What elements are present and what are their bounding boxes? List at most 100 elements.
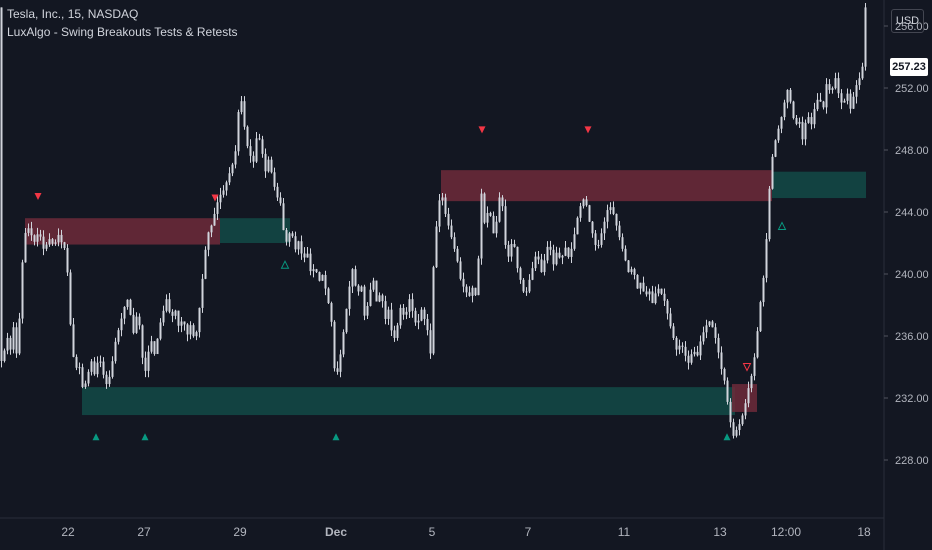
candle-body-18 bbox=[54, 242, 57, 244]
candle-body-88 bbox=[264, 153, 267, 172]
candle-body-9 bbox=[27, 228, 30, 233]
bullish-marker-8 bbox=[723, 433, 731, 441]
candle-body-79 bbox=[237, 112, 240, 152]
candle-body-279 bbox=[837, 78, 840, 94]
time-axis[interactable]: 22 27 29 Dec 5 7 11 13 12:00 18 bbox=[61, 525, 871, 539]
candle-body-73 bbox=[219, 194, 222, 203]
support-zone-1 bbox=[220, 218, 290, 243]
candle-body-38 bbox=[114, 341, 117, 362]
candle-body-33 bbox=[99, 361, 102, 363]
candle-body-235 bbox=[705, 325, 708, 333]
candle-body-27 bbox=[81, 367, 84, 387]
candle-body-251 bbox=[753, 357, 756, 376]
candle-body-52 bbox=[156, 338, 159, 355]
candle-body-223 bbox=[669, 313, 672, 327]
currency-button[interactable]: USD bbox=[891, 9, 924, 33]
candle-body-166 bbox=[498, 197, 501, 222]
candle-body-110 bbox=[330, 303, 333, 322]
candle-body-274 bbox=[822, 101, 825, 108]
candle-body-41 bbox=[123, 306, 126, 319]
candle-body-284 bbox=[852, 96, 855, 109]
candle-body-188 bbox=[564, 247, 567, 256]
candle-body-60 bbox=[180, 321, 183, 326]
candle-body-186 bbox=[558, 252, 561, 258]
candle-body-151 bbox=[453, 237, 456, 249]
candle-body-152 bbox=[456, 248, 459, 262]
candle-body-228 bbox=[684, 346, 687, 356]
candle-body-31 bbox=[93, 361, 96, 375]
candle-body-168 bbox=[504, 206, 507, 245]
candle-body-137 bbox=[411, 299, 414, 311]
candle-body-6 bbox=[18, 318, 21, 354]
candle-body-93 bbox=[279, 197, 282, 204]
price-axis[interactable]: 228.00 232.00 236.00 240.00 244.00 248.00 252.… bbox=[884, 21, 929, 467]
candle-body-14 bbox=[42, 236, 45, 249]
candle-body-25 bbox=[75, 356, 78, 368]
candle-body-197 bbox=[591, 221, 594, 234]
candle-body-34 bbox=[102, 361, 105, 375]
y-tick-label-0: 228.00 bbox=[895, 455, 929, 467]
candle-body-192 bbox=[576, 217, 579, 235]
candle-body-8 bbox=[24, 232, 27, 263]
candle-body-225 bbox=[675, 337, 678, 350]
candle-body-173 bbox=[519, 268, 522, 280]
candle-body-53 bbox=[159, 322, 162, 339]
indicator-title[interactable]: LuxAlgo - Swing Breakouts Tests & Retest… bbox=[7, 25, 238, 39]
candle-body-66 bbox=[198, 307, 201, 333]
x-tick-label-2: 29 bbox=[233, 525, 247, 539]
candle-body-224 bbox=[672, 326, 675, 338]
y-tick-label-7: 256.00 bbox=[895, 21, 929, 33]
candle-body-46 bbox=[138, 316, 141, 326]
candle-body-100 bbox=[300, 241, 303, 254]
candle-body-23 bbox=[69, 272, 72, 325]
candle-body-172 bbox=[516, 246, 519, 269]
candle-body-203 bbox=[609, 207, 612, 211]
candle-body-232 bbox=[696, 351, 699, 356]
candle-body-176 bbox=[528, 279, 531, 292]
candle-body-254 bbox=[762, 277, 765, 303]
candle-body-147 bbox=[441, 197, 444, 201]
candle-body-219 bbox=[657, 288, 660, 294]
candle-body-204 bbox=[612, 207, 615, 214]
bullish-marker-9 bbox=[280, 260, 290, 269]
candle-body-249 bbox=[747, 388, 750, 404]
candle-body-108 bbox=[324, 274, 327, 289]
candle-body-226 bbox=[678, 345, 681, 350]
candle-body-277 bbox=[831, 88, 834, 90]
candle-body-132 bbox=[396, 325, 399, 338]
last-price-label: 257.23 bbox=[890, 58, 928, 76]
bearish-marker-2 bbox=[478, 126, 486, 134]
candle-body-156 bbox=[468, 292, 471, 296]
candle-body-230 bbox=[690, 354, 693, 363]
candle-body-111 bbox=[333, 321, 336, 369]
candle-body-259 bbox=[777, 128, 780, 141]
candle-body-209 bbox=[627, 260, 630, 273]
candle-body-160 bbox=[480, 193, 483, 259]
candle-body-36 bbox=[108, 376, 111, 385]
candle-body-120 bbox=[360, 286, 363, 292]
candle-body-263 bbox=[789, 89, 792, 102]
candle-body-22 bbox=[66, 248, 69, 273]
candle-body-44 bbox=[132, 314, 135, 333]
candle-body-130 bbox=[390, 309, 393, 331]
candle-body-42 bbox=[126, 299, 129, 307]
candle-body-91 bbox=[273, 172, 276, 187]
candle-body-143 bbox=[429, 330, 432, 354]
candle-body-146 bbox=[438, 200, 441, 227]
candle-body-265 bbox=[795, 118, 798, 124]
candle-body-193 bbox=[579, 206, 582, 218]
candle-body-126 bbox=[378, 295, 381, 302]
candle-body-153 bbox=[459, 261, 462, 279]
candle-body-183 bbox=[549, 246, 552, 250]
symbol-title[interactable]: Tesla, Inc., 15, NASDAQ bbox=[7, 7, 139, 21]
candle-body-11 bbox=[33, 235, 36, 242]
candle-body-55 bbox=[165, 299, 168, 311]
candle-body-282 bbox=[846, 93, 849, 101]
candle-body-98 bbox=[294, 236, 297, 250]
candle-body-144 bbox=[432, 267, 435, 354]
candle-body-57 bbox=[171, 311, 174, 316]
candle-body-236 bbox=[708, 321, 711, 326]
candle-body-275 bbox=[825, 84, 828, 108]
